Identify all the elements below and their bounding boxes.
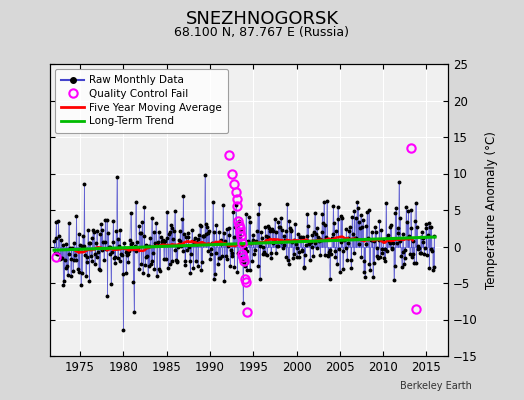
Text: 68.100 N, 87.767 E (Russia): 68.100 N, 87.767 E (Russia)	[174, 26, 350, 39]
Legend: Raw Monthly Data, Quality Control Fail, Five Year Moving Average, Long-Term Tren: Raw Monthly Data, Quality Control Fail, …	[55, 69, 228, 133]
Y-axis label: Temperature Anomaly (°C): Temperature Anomaly (°C)	[485, 131, 498, 289]
Text: SNEZHNOGORSK: SNEZHNOGORSK	[185, 10, 339, 28]
Text: Berkeley Earth: Berkeley Earth	[400, 381, 472, 391]
